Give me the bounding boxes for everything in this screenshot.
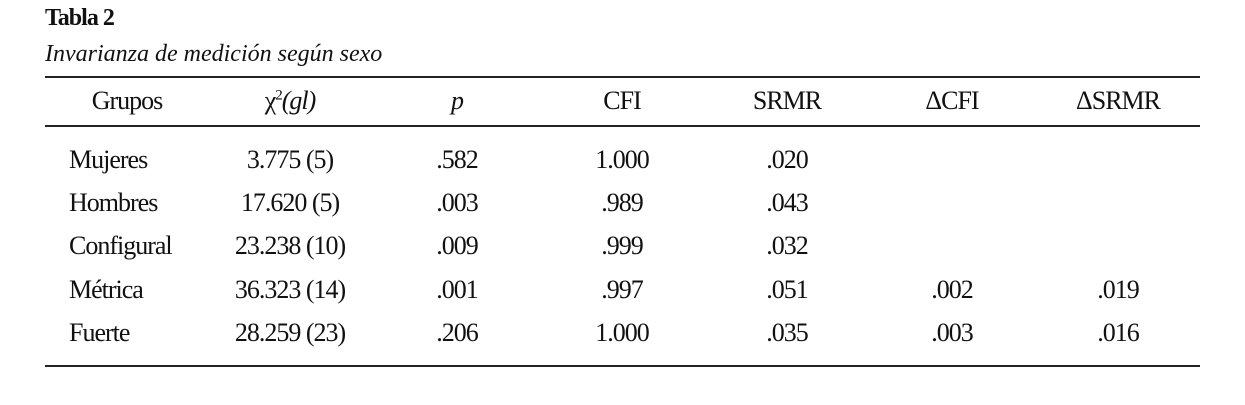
- bottom-rule: [45, 365, 1200, 367]
- cell: .019: [1097, 275, 1139, 304]
- column-header: SRMR: [752, 86, 822, 115]
- row-label: Configural: [69, 231, 173, 260]
- cell: .051: [766, 275, 808, 304]
- row-label: Fuerte: [69, 318, 130, 347]
- cell: .582: [436, 145, 478, 174]
- cell: .989: [601, 188, 643, 217]
- column-header: ΔCFI: [925, 86, 979, 115]
- top-rule: [45, 76, 1200, 78]
- column-header: χ2(gl): [264, 86, 317, 115]
- cell: .997: [601, 275, 643, 304]
- column-header: Grupos: [91, 86, 164, 115]
- cell: 23.238 (10): [234, 231, 346, 260]
- column-header: p: [451, 86, 464, 115]
- table-title: Tabla 2: [45, 5, 115, 31]
- cell: .020: [766, 145, 808, 174]
- row-label: Mujeres: [69, 145, 148, 174]
- cell: 28.259 (23): [234, 318, 346, 347]
- cell: .043: [766, 188, 808, 217]
- cell: 1.000: [595, 318, 649, 347]
- cell: 17.620 (5): [240, 188, 340, 217]
- cell: .003: [436, 188, 478, 217]
- table-subtitle: Invarianza de medición según sexo: [45, 41, 383, 67]
- cell: .035: [766, 318, 808, 347]
- cell: 36.323 (14): [234, 275, 346, 304]
- cell: 3.775 (5): [246, 145, 334, 174]
- cell: .999: [601, 231, 643, 260]
- symbol: χ: [264, 86, 277, 115]
- header-rule: [45, 125, 1200, 127]
- row-label: Hombres: [69, 188, 158, 217]
- cell: .206: [436, 318, 478, 347]
- cell: .009: [436, 231, 478, 260]
- row-label: Métrica: [69, 275, 144, 304]
- suffix: (gl): [281, 86, 317, 115]
- cell: .032: [766, 231, 808, 260]
- cell: 1.000: [595, 145, 649, 174]
- column-header: CFI: [603, 86, 641, 115]
- superscript: 2: [275, 87, 282, 104]
- column-header: ΔSRMR: [1076, 86, 1161, 115]
- cell: .001: [436, 275, 478, 304]
- cell: .016: [1097, 318, 1139, 347]
- cell: .003: [931, 318, 973, 347]
- cell: .002: [931, 275, 973, 304]
